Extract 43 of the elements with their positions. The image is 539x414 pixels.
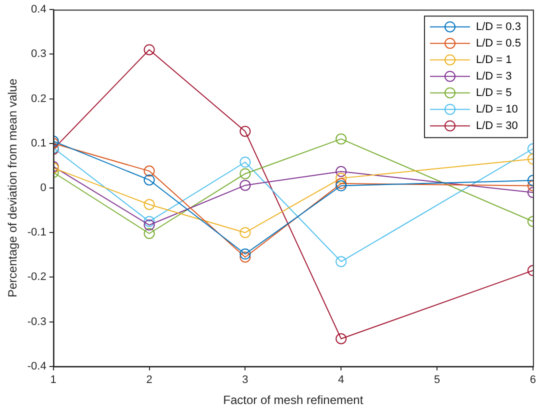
point: [336, 333, 347, 344]
point: [240, 156, 251, 168]
y-tick-label: -0.4: [27, 360, 46, 372]
legend-label: L/D = 0.5: [476, 37, 521, 50]
point: [144, 228, 155, 239]
legend-label: L/D = 1: [476, 54, 512, 66]
point: [240, 227, 251, 238]
point: [144, 174, 155, 186]
legend-label: L/D = 10: [476, 103, 518, 116]
legend-label: L/D = 3: [476, 70, 512, 82]
point: [240, 126, 251, 137]
x-tick-label: 1: [50, 374, 56, 386]
point: [336, 133, 347, 144]
point: [240, 168, 251, 180]
point: [144, 220, 155, 231]
y-tick-label: 0.4: [31, 4, 46, 16]
point: [336, 256, 347, 268]
y-axis-title: Percentage of deviation from mean value: [6, 78, 20, 298]
x-tick-label: 3: [242, 374, 248, 386]
point: [144, 216, 155, 227]
point: [240, 180, 251, 191]
y-tick-label: 0.3: [31, 48, 46, 60]
legend-label: L/D = 5: [476, 86, 512, 99]
point: [240, 252, 251, 263]
legend-label: L/D = 0.3: [476, 20, 521, 33]
y-tick-label: 0.2: [31, 92, 46, 105]
x-axis-title: Factor of mesh refinement: [223, 393, 364, 408]
x-tick-label: 5: [434, 374, 440, 386]
y-tick-label: -0.3: [27, 316, 46, 328]
x-tick-label: 2: [146, 374, 152, 386]
y-tick-label: 0.1: [31, 137, 46, 150]
legend-label: L/D = 30: [476, 120, 518, 132]
y-tick-label: -0.1: [27, 226, 46, 239]
point: [144, 166, 155, 177]
point: [240, 248, 251, 260]
point: [144, 44, 155, 56]
point: [336, 172, 347, 184]
x-tick-label: 4: [338, 374, 344, 386]
y-tick-label: -0.2: [27, 271, 46, 284]
point: [336, 166, 347, 177]
x-tick-label: 6: [530, 374, 536, 386]
y-tick-label: 0: [40, 182, 46, 194]
point: [144, 199, 155, 210]
